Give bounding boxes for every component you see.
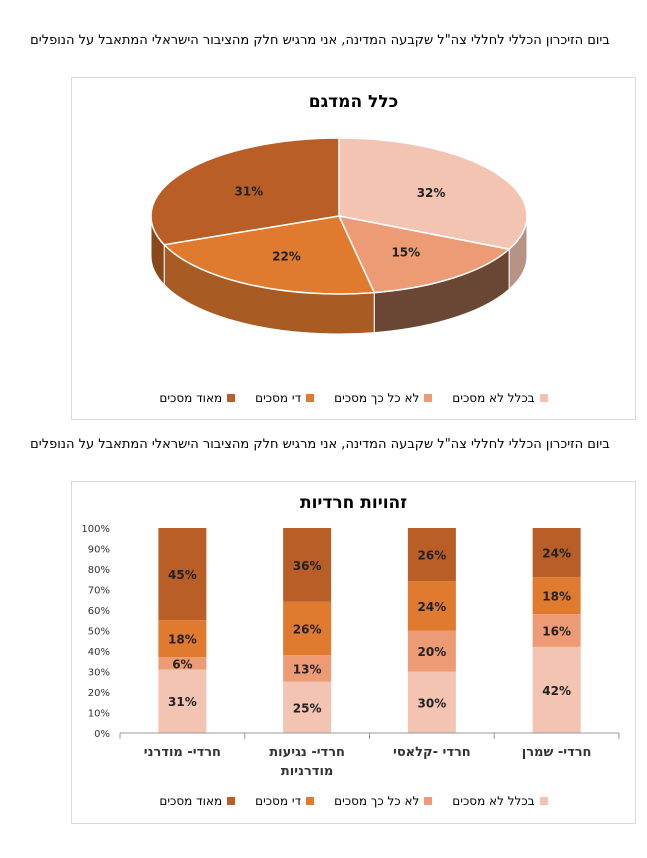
pie-legend-label: די מסכים (255, 391, 302, 405)
bar-legend-label: מאוד מסכים (159, 794, 223, 808)
x-category-label: חרדי -קלאסי (393, 745, 471, 760)
bar-data-label: 31% (168, 695, 197, 709)
bar-legend-label: די מסכים (255, 794, 302, 808)
bar-segment (283, 528, 332, 602)
pie-legend-label: מאוד מסכים (159, 391, 223, 405)
pie-legend: בכלל לא מסכים לא כל כך מסכים די מסכים מאוד … (72, 391, 635, 405)
bar-segment (532, 614, 581, 647)
bar-segment (283, 655, 332, 682)
pie-slice (150, 137, 340, 246)
bar-data-label: 13% (293, 662, 322, 676)
bar-data-label: 18% (542, 590, 571, 604)
bar-data-label: 24% (418, 600, 447, 614)
pie-slice (162, 215, 376, 295)
y-tick-label: 30% (88, 668, 110, 679)
y-tick-label: 10% (88, 709, 110, 720)
pie-legend-swatch (539, 394, 548, 402)
bar-legend-label: לא כל כך מסכים (334, 794, 420, 808)
y-tick-label: 80% (88, 565, 110, 576)
bar-data-label: 24% (542, 547, 571, 561)
pie-legend-label: בכלל לא מסכים (452, 391, 535, 405)
bar-segment (407, 671, 456, 733)
pie-chart: 32% 15% 22% 31% (150, 137, 528, 335)
bar-segment (407, 581, 456, 631)
bar-data-label: 26% (293, 622, 322, 636)
bar-data-label: 16% (542, 625, 571, 639)
bar-data-label: 45% (168, 568, 197, 582)
pie-chart-title: כלל המדגם (308, 92, 399, 112)
bar-segment (532, 646, 581, 733)
y-tick-label: 100% (81, 524, 110, 535)
bar-segment (532, 528, 581, 578)
caption-bottom: ביום הזיכרון הכללי לחללי צה"ל שקבעה המדי… (30, 437, 610, 452)
bar-data-label: 26% (418, 549, 447, 563)
pie-legend-swatch (424, 394, 433, 402)
bar-segment (407, 528, 456, 582)
x-category-label: מודרניות (281, 764, 333, 779)
bar-segment (158, 669, 207, 733)
bar-data-label: 42% (542, 684, 571, 698)
pie-legend-item: מאוד מסכים (159, 391, 236, 405)
bar-data-label: 18% (168, 633, 197, 647)
pie-legend-item: בכלל לא מסכים (452, 391, 548, 405)
pie-data-label: 22% (272, 250, 301, 264)
y-tick-label: 0% (94, 729, 110, 740)
pie-legend-item: לא כל כך מסכים (334, 391, 433, 405)
bar-legend-item: מאוד מסכים (159, 794, 236, 808)
pie-legend-label: לא כל כך מסכים (334, 391, 420, 405)
pie-legend-swatch (227, 394, 236, 402)
y-tick-label: 40% (88, 647, 110, 658)
pie-data-label: 32% (417, 186, 446, 200)
bar-segment (158, 657, 207, 670)
pie-data-label: 15% (391, 246, 420, 260)
bar-segment (158, 528, 207, 621)
bar-legend-swatch (539, 797, 548, 805)
y-tick-label: 70% (88, 586, 110, 597)
x-category-label: חרדי- שמרן (522, 745, 592, 760)
bar-data-label: 25% (293, 701, 322, 715)
caption-top: ביום הזיכרון הכללי לחללי צה"ל שקבעה המדי… (30, 33, 610, 48)
bar-legend-item: בכלל לא מסכים (452, 794, 548, 808)
y-tick-label: 90% (88, 545, 110, 556)
bar-segment (532, 577, 581, 615)
bar-legend-swatch (306, 797, 315, 805)
bar-chart-panel: זהויות חרדיות 0% 10% 20% 30% 40% 50% 60% 70% 80%… (71, 481, 636, 824)
y-tick-label: 50% (88, 627, 110, 638)
y-tick-label: 60% (88, 606, 110, 617)
bar-segment (407, 630, 456, 672)
pie-legend-swatch (306, 394, 315, 402)
bar-segment (283, 601, 332, 656)
bar-data-label: 6% (172, 657, 192, 671)
pie-chart-panel: כלל המדגם 32% 15% 22% 31% בכלל לא מסכים לא כ… (71, 77, 636, 420)
bar-legend-label: בכלל לא מסכים (452, 794, 535, 808)
bar-segment (158, 620, 207, 658)
bar-legend-item: לא כל כך מסכים (334, 794, 433, 808)
bar-legend-swatch (227, 797, 236, 805)
bar-chart: 0% 10% 20% 30% 40% 50% 60% 70% 80% 90% 100% 42% 16% 1… (81, 524, 620, 779)
bar-legend-swatch (424, 797, 433, 805)
bar-chart-title: זהויות חרדיות (299, 493, 408, 513)
bar-legend: בכלל לא מסכים לא כל כך מסכים די מסכים מאוד … (72, 794, 635, 808)
pie-slice (337, 214, 511, 294)
pie-data-label: 31% (234, 185, 263, 199)
bar-data-label: 30% (418, 696, 447, 710)
pie-legend-item: די מסכים (255, 391, 315, 405)
x-category-label: חרדי- מודרני (144, 745, 221, 760)
bar-data-label: 20% (418, 645, 447, 659)
x-category-label: חרדי- נגיעות (269, 745, 345, 760)
y-tick-label: 20% (88, 688, 110, 699)
bar-legend-item: די מסכים (255, 794, 315, 808)
bar-segment (283, 681, 332, 733)
bar-data-label: 36% (293, 559, 322, 573)
pie-slice (338, 137, 528, 251)
